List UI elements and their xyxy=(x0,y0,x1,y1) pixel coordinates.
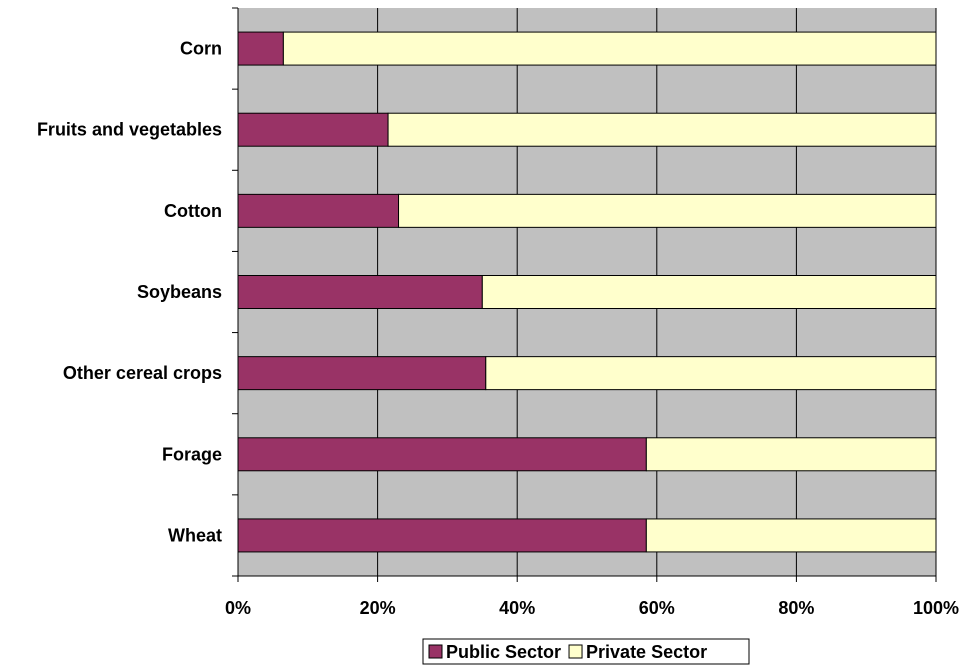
legend-box xyxy=(422,638,750,665)
bar-private-sector xyxy=(485,356,937,391)
bar-private-sector xyxy=(481,275,937,309)
category-label: Corn xyxy=(180,39,222,59)
legend-label: Private Sector xyxy=(586,642,707,662)
legend-label: Public Sector xyxy=(446,642,561,662)
category-label: Forage xyxy=(162,444,222,464)
legend: Public Sector Private Sector xyxy=(422,638,750,665)
bar-private-sector xyxy=(645,518,937,553)
category-label: Other cereal crops xyxy=(63,363,222,383)
x-tick-label: 40% xyxy=(499,598,535,618)
x-tick-label: 20% xyxy=(360,598,396,618)
bar-private-sector xyxy=(282,31,937,66)
bar-public-sector xyxy=(237,193,400,228)
bar-public-sector xyxy=(237,275,483,309)
x-tick-label: 0% xyxy=(225,598,251,618)
bar-private-sector xyxy=(398,193,937,228)
x-tick-label: 100% xyxy=(913,598,959,618)
category-labels: Corn Fruits and vegetables Cotton Soybeans O… xyxy=(37,39,222,546)
bar-public-sector xyxy=(237,518,647,553)
bar-public-sector xyxy=(237,31,284,66)
axes xyxy=(232,7,937,582)
bar-public-sector xyxy=(237,437,647,472)
category-label: Wheat xyxy=(168,525,222,545)
category-label: Soybeans xyxy=(137,282,222,302)
bar-public-sector xyxy=(237,112,389,147)
legend-swatch xyxy=(568,644,583,659)
bars xyxy=(237,31,937,553)
category-label: Fruits and vegetables xyxy=(37,120,222,140)
category-label: Cotton xyxy=(164,201,222,221)
x-tick-labels: 0% 20% 40% 60% 80% 100% xyxy=(225,598,959,618)
bar-private-sector xyxy=(645,437,937,472)
x-tick-label: 80% xyxy=(778,598,814,618)
x-tick-label: 60% xyxy=(639,598,675,618)
bar-private-sector xyxy=(387,112,937,147)
legend-swatch xyxy=(428,644,443,659)
bar-public-sector xyxy=(237,356,487,391)
